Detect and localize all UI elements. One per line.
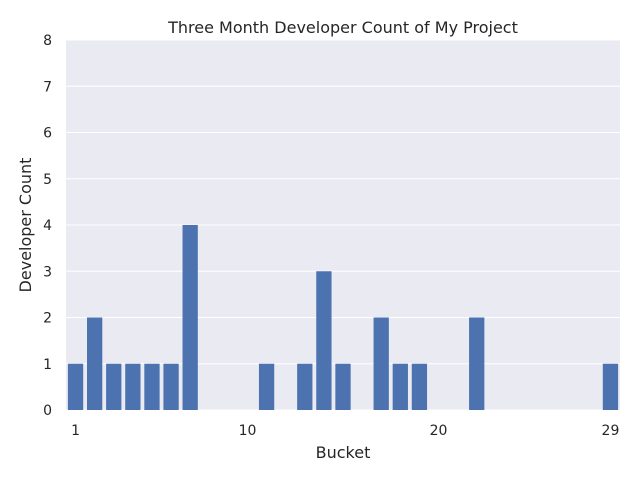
bar	[87, 317, 103, 410]
bar	[125, 363, 141, 410]
bar	[411, 363, 428, 410]
x-tick-label: 10	[239, 423, 257, 439]
bar	[67, 363, 84, 410]
bar	[373, 317, 389, 410]
bar	[316, 271, 332, 410]
y-tick-label: 6	[43, 126, 52, 142]
x-tick-label: 20	[430, 423, 448, 439]
x-axis-title: Bucket	[316, 443, 371, 462]
x-tick-label: 1	[71, 423, 80, 439]
bar	[602, 363, 619, 410]
bar	[392, 363, 408, 410]
y-tick-label: 8	[43, 33, 52, 49]
y-axis-ticks: 0 1 2 3 4 5 6 7 8	[43, 33, 52, 419]
y-tick-label: 7	[43, 79, 52, 95]
y-tick-label: 2	[43, 311, 52, 327]
bar	[258, 363, 275, 410]
y-axis-title: Developer Count	[16, 158, 35, 293]
y-tick-label: 1	[43, 357, 52, 373]
x-axis-ticks: 1 10 20 29	[71, 423, 619, 439]
bars	[67, 225, 619, 410]
chart-title: Three Month Developer Count of My Projec…	[167, 18, 518, 37]
y-tick-label: 3	[43, 264, 52, 280]
bar	[335, 363, 351, 410]
y-tick-label: 5	[43, 172, 52, 188]
bar	[469, 317, 485, 410]
bar	[297, 363, 313, 410]
y-tick-label: 4	[43, 218, 52, 234]
bar	[106, 363, 122, 410]
x-tick-label: 29	[602, 423, 620, 439]
bar	[144, 363, 160, 410]
y-tick-label: 0	[43, 403, 52, 419]
bar	[163, 363, 179, 410]
bar	[182, 225, 198, 410]
